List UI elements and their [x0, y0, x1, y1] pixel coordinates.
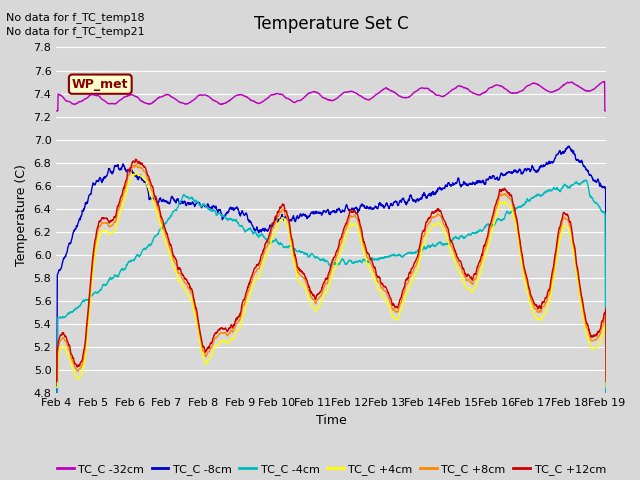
- Text: No data for f_TC_temp21: No data for f_TC_temp21: [6, 26, 145, 37]
- Y-axis label: Temperature (C): Temperature (C): [15, 164, 28, 265]
- Text: WP_met: WP_met: [72, 78, 129, 91]
- X-axis label: Time: Time: [316, 414, 347, 427]
- Text: No data for f_TC_temp18: No data for f_TC_temp18: [6, 12, 145, 23]
- Legend: TC_C -32cm, TC_C -8cm, TC_C -4cm, TC_C +4cm, TC_C +8cm, TC_C +12cm: TC_C -32cm, TC_C -8cm, TC_C -4cm, TC_C +…: [52, 459, 611, 479]
- Title: Temperature Set C: Temperature Set C: [254, 15, 409, 33]
